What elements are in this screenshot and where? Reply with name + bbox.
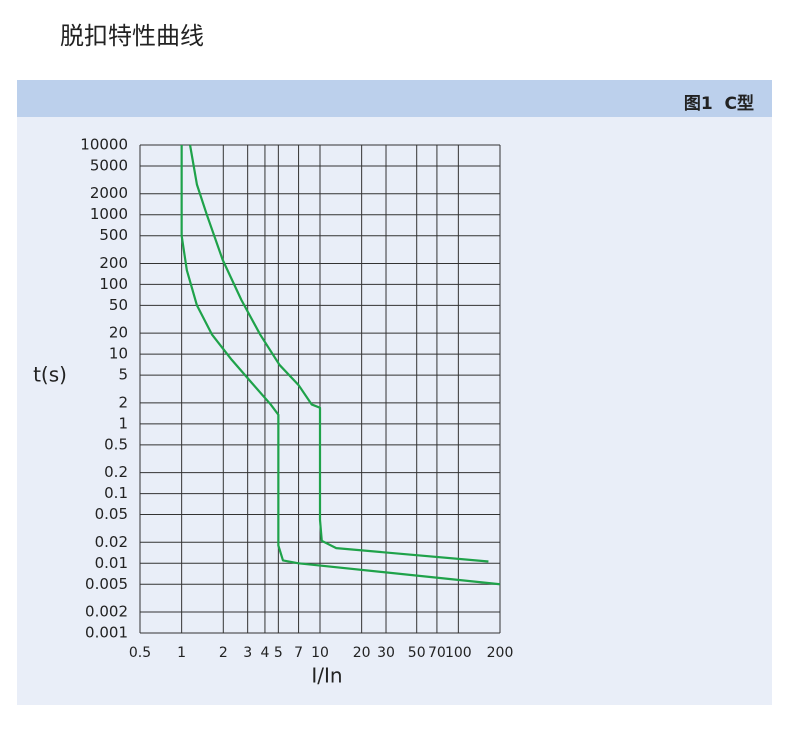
x-tick-label: 100	[445, 645, 472, 661]
y-tick-label: 0.001	[85, 624, 128, 642]
panel-label: 图1 C型	[683, 94, 754, 114]
x-tick-label: 7	[294, 645, 303, 661]
y-tick-label: 2	[118, 393, 128, 411]
panel-header: 图1 C型	[17, 80, 772, 117]
y-tick-label: 1000	[90, 205, 128, 223]
y-tick-label: 10	[109, 345, 128, 363]
x-axis-label: I/In	[311, 664, 342, 688]
x-tick-label: 10	[311, 645, 329, 661]
y-tick-label: 2000	[90, 184, 128, 202]
y-tick-label: 50	[109, 296, 128, 314]
x-tick-label: 5	[274, 645, 283, 661]
y-tick-label: 0.2	[104, 463, 128, 481]
y-tick-label: 0.02	[95, 533, 128, 551]
y-tick-label: 500	[99, 226, 128, 244]
y-tick-label: 0.1	[104, 484, 128, 502]
x-tick-label: 3	[243, 645, 252, 661]
trip-curve	[188, 144, 489, 563]
y-tick-label: 5000	[90, 156, 128, 174]
x-tick-label: 4	[260, 645, 269, 661]
y-tick-label: 1	[118, 414, 128, 432]
y-tick-label: 20	[109, 324, 128, 342]
x-tick-label: 1	[177, 645, 186, 661]
y-tick-label: 100	[99, 275, 128, 293]
trip-curve	[180, 145, 501, 586]
y-tick-label: 5	[118, 366, 128, 384]
y-tick-label: 0.5	[104, 435, 128, 453]
y-tick-label: 0.05	[95, 505, 128, 523]
x-tick-label: 70	[428, 645, 446, 661]
y-tick-label: 0.002	[85, 603, 128, 621]
y-tick-label: 10000	[80, 136, 128, 154]
x-tick-label: 2	[219, 645, 228, 661]
x-tick-label: 50	[408, 645, 426, 661]
y-tick-label: 0.005	[85, 575, 128, 593]
x-tick-label: 20	[353, 645, 371, 661]
y-tick-label: 200	[99, 254, 128, 272]
page-title: 脱扣特性曲线	[60, 22, 204, 50]
y-tick-label: 0.01	[95, 554, 128, 572]
y-axis-label: t(s)	[33, 363, 67, 387]
x-tick-label: 200	[487, 645, 514, 661]
x-tick-label: 30	[377, 645, 395, 661]
x-tick-label: 0.5	[129, 645, 151, 661]
